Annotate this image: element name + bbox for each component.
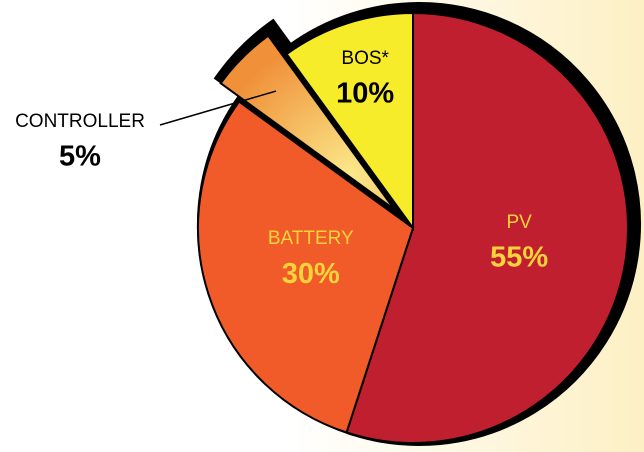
leader-line (159, 90, 277, 126)
slice (197, 100, 415, 434)
slice (345, 11, 629, 444)
slice-name: BOS* (341, 48, 389, 69)
slice (285, 11, 414, 232)
slice-value-label: 5% (59, 141, 101, 173)
labels: PV 55% BATTERY 30% CONTROLLER 5% BOS* 10% (15, 48, 548, 290)
slice-name: PV (506, 212, 532, 233)
slices (197, 11, 629, 444)
slice-value-label: 30% (282, 258, 340, 290)
slice-name: BATTERY (268, 228, 354, 249)
slice-value-label: 10% (336, 77, 394, 109)
slice-value-label: 55% (490, 241, 548, 273)
slice-name: CONTROLLER (15, 111, 145, 132)
slice (219, 34, 396, 211)
